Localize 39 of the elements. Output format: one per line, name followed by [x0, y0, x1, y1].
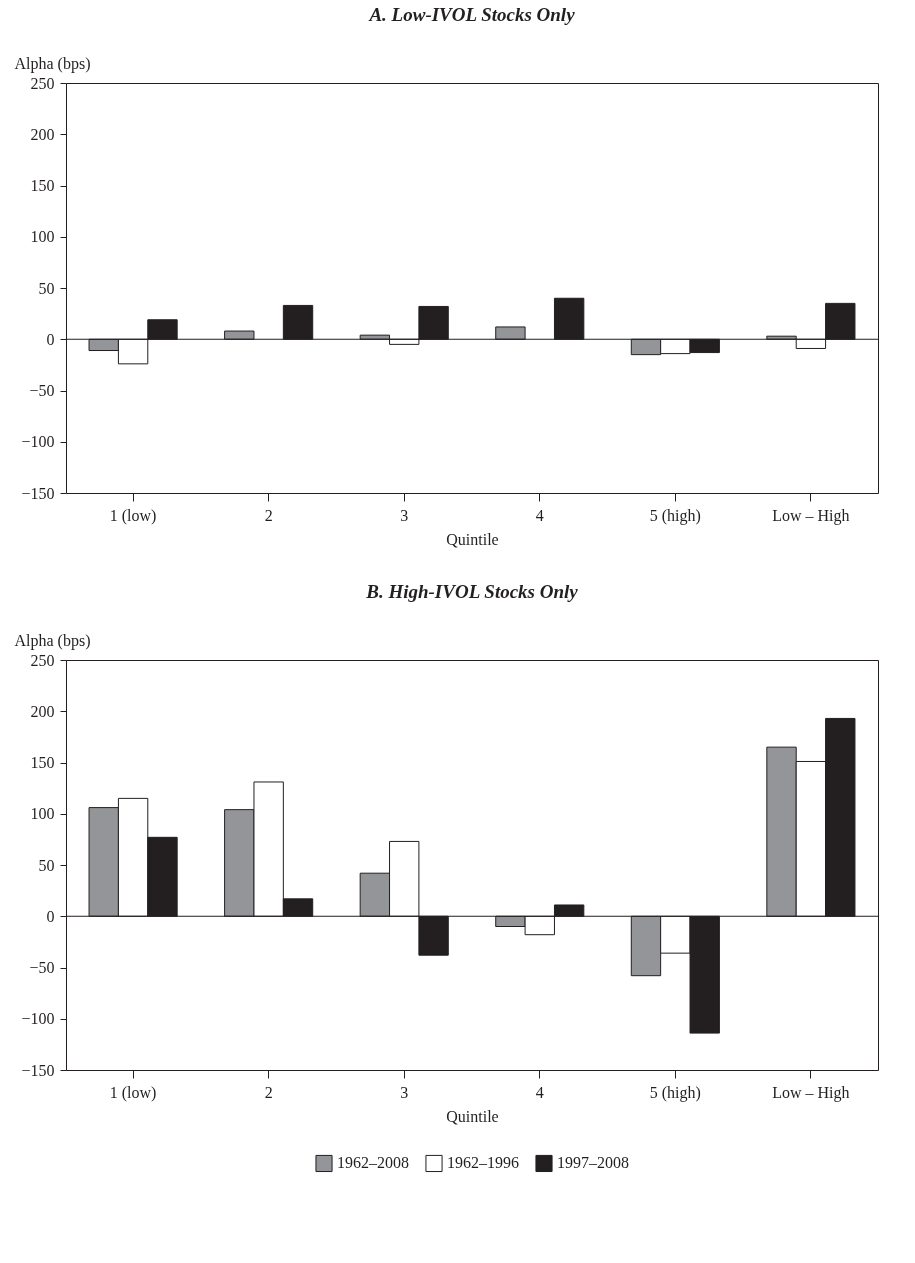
y-tick-label: −100 — [21, 1010, 55, 1028]
x-tick-label: 2 — [264, 1083, 273, 1101]
legend-label: 1962–1996 — [447, 1154, 519, 1172]
legend-label: 1962–2008 — [337, 1154, 409, 1172]
y-axis-title: Alpha (bps) — [14, 54, 91, 73]
x-axis-title: Quintile — [446, 530, 499, 548]
y-tick-label: −150 — [21, 1061, 55, 1079]
y-tick-label: 50 — [38, 856, 55, 874]
x-tick-label: 3 — [400, 1083, 409, 1101]
x-tick-label: Low – High — [772, 506, 850, 525]
y-tick-label: 0 — [46, 907, 55, 925]
x-axis-title: Quintile — [446, 1107, 499, 1125]
x-tick-label: 5 (high) — [649, 1083, 701, 1102]
y-tick-label: 250 — [30, 74, 55, 92]
y-tick-label: 150 — [30, 754, 55, 771]
y-tick-label: −100 — [21, 433, 55, 451]
y-tick-label: −50 — [29, 959, 55, 976]
y-tick-label: 100 — [30, 228, 55, 246]
x-tick-label: 1 (low) — [109, 1083, 157, 1102]
chart-title: A. Low-IVOL Stocks Only — [368, 4, 576, 25]
x-tick-label: 1 (low) — [109, 506, 157, 525]
y-tick-label: 150 — [30, 177, 55, 194]
x-tick-label: Low – High — [772, 1083, 850, 1102]
x-tick-label: 3 — [400, 506, 409, 524]
y-tick-label: 200 — [30, 702, 55, 720]
y-tick-label: 100 — [30, 805, 55, 823]
y-tick-label: 0 — [46, 330, 55, 348]
x-tick-label: 4 — [535, 506, 544, 524]
chart-title: B. High-IVOL Stocks Only — [365, 581, 579, 602]
x-tick-label: 5 (high) — [649, 506, 701, 525]
y-tick-label: 200 — [30, 125, 55, 143]
x-tick-label: 4 — [535, 1083, 544, 1101]
y-tick-label: 250 — [30, 651, 55, 669]
y-tick-label: 50 — [38, 279, 55, 297]
x-tick-label: 2 — [264, 506, 273, 524]
y-axis-title: Alpha (bps) — [14, 631, 91, 650]
y-tick-label: −50 — [29, 382, 55, 399]
y-tick-label: −150 — [21, 484, 55, 502]
legend-label: 1997–2008 — [557, 1154, 629, 1172]
